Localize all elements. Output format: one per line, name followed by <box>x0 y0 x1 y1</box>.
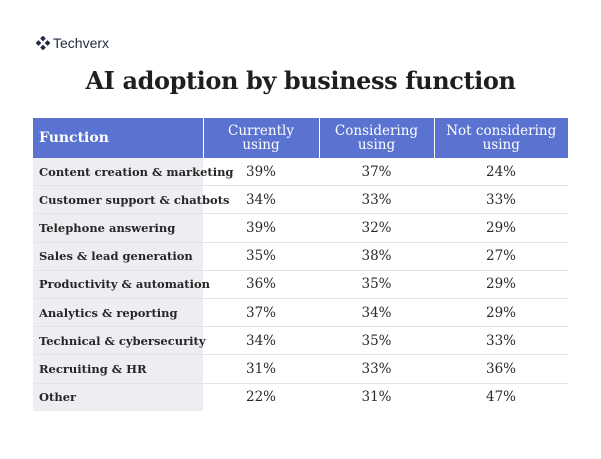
column-header-function: Function <box>33 118 204 158</box>
value-cell-considering: 31% <box>361 389 392 406</box>
header-row: Function Currently using Considering using No… <box>33 118 568 158</box>
value-cell-not: 47% <box>485 389 516 406</box>
function-cell: Productivity & automation <box>33 270 210 299</box>
page-title: AI adoption by business function <box>85 66 516 95</box>
column-header-currently: Currently using <box>203 118 320 158</box>
value-cell-not: 36% <box>434 354 568 384</box>
brand-logo: Techverx <box>36 35 109 51</box>
diamond-grid-icon <box>36 36 50 50</box>
value-cell-considering: 35% <box>319 326 434 356</box>
value-cell-not: 33% <box>434 185 568 215</box>
brand-name: Techverx <box>53 35 110 51</box>
column-header-not: Not considering using <box>434 118 568 158</box>
function-cell: Content creation & marketing <box>33 158 233 187</box>
table-row: Recruiting & HR 31% 33% 36% <box>33 354 568 384</box>
value-cell-not: 29% <box>434 213 568 243</box>
value-cell-considering: 37% <box>319 158 434 187</box>
value-cell-currently: 36% <box>203 270 319 299</box>
column-header-line: Not considering <box>446 123 557 139</box>
table-row: Analytics & reporting 37% 34% 29% <box>33 298 568 328</box>
value-cell-currently: 34% <box>203 185 319 215</box>
value-cell-considering: 33% <box>319 185 434 215</box>
column-header-line: using <box>357 137 396 153</box>
value-cell-currently: 34% <box>203 326 319 356</box>
table-body: Content creation & marketing 39% 37% 24% Cus… <box>33 158 568 411</box>
table-row: Technical & cybersecurity 34% 35% 33% <box>33 326 568 356</box>
value-cell-not: 29% <box>434 298 568 328</box>
value-cell-considering: 34% <box>319 298 434 328</box>
function-cell: Other <box>33 383 203 411</box>
table-header: Function Currently using Considering using No… <box>33 118 568 158</box>
table-row: Productivity & automation 36% 35% 29% <box>33 270 568 299</box>
column-header-line: Currently <box>228 123 294 139</box>
value-cell-considering: 32% <box>319 213 434 243</box>
column-header-considering: Considering using <box>319 118 435 158</box>
value-cell-currently: 31% <box>203 354 319 384</box>
value-cell-currently: 22% <box>245 389 276 406</box>
table-row: Other 22% 31% 47% <box>33 383 568 411</box>
value-cell-currently: 35% <box>203 242 319 271</box>
column-header-line: Function <box>39 130 109 146</box>
table-row: Customer support & chatbots 34% 33% 33% <box>33 185 568 215</box>
function-cell: Telephone answering <box>33 213 203 243</box>
table-row: Sales & lead generation 35% 38% 27% <box>33 242 568 271</box>
value-cell-currently: 37% <box>203 298 319 328</box>
function-cell: Technical & cybersecurity <box>33 326 206 356</box>
value-cell-not: 33% <box>434 326 568 356</box>
adoption-table: Function Currently using Considering using No… <box>33 118 568 411</box>
value-cell-not: 24% <box>434 158 568 187</box>
value-cell-not: 29% <box>434 270 568 299</box>
function-cell: Sales & lead generation <box>33 242 203 271</box>
column-header-line: using <box>242 137 280 153</box>
value-cell-currently: 39% <box>203 158 319 187</box>
function-cell: Recruiting & HR <box>33 354 203 384</box>
table-row: Telephone answering 39% 32% 29% <box>33 213 568 243</box>
value-cell-considering: 35% <box>319 270 434 299</box>
column-header-line: Considering <box>334 123 419 139</box>
value-cell-considering: 38% <box>319 242 434 271</box>
column-header-line: using <box>482 137 520 153</box>
function-cell: Analytics & reporting <box>33 298 203 328</box>
value-cell-currently: 39% <box>203 213 319 243</box>
value-cell-considering: 33% <box>319 354 434 384</box>
table-row: Content creation & marketing 39% 37% 24% <box>33 158 568 187</box>
value-cell-not: 27% <box>434 242 568 271</box>
function-cell: Customer support & chatbots <box>33 185 230 215</box>
